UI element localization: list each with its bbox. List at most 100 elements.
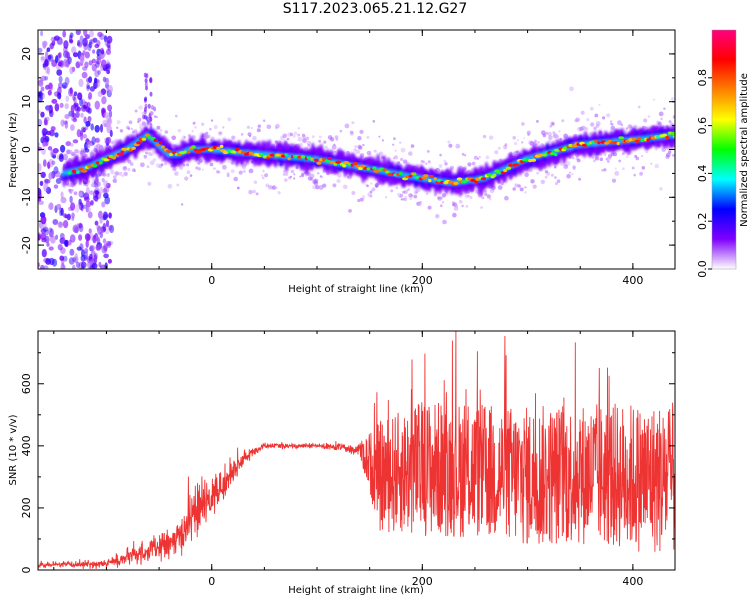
spectrum-halo-cell: [150, 153, 154, 157]
spectrum-halo-cell: [114, 171, 120, 176]
spectrum-noise-cell: [106, 124, 112, 134]
spectrum-halo-cell: [403, 190, 408, 194]
spectrum-noise-cell: [95, 244, 101, 251]
spectrum-noise-cell: [89, 253, 93, 260]
spectrum-noise-cell: [72, 117, 78, 123]
spectrum-halo-cell: [133, 129, 138, 134]
spectrum-halo-cell: [290, 169, 295, 174]
spectrum-halo-cell: [464, 154, 467, 157]
spectrum-halo-cell: [362, 143, 365, 147]
spectrum-peak-cell: [634, 139, 640, 143]
spectrum-peak-cell: [440, 180, 445, 185]
spectrum-noise-cell: [74, 204, 80, 213]
spectrum-noise-cell: [64, 239, 68, 247]
y-tick-label: 0: [20, 567, 33, 574]
spectrum-halo-cell: [576, 158, 581, 163]
spectrum-peak-cell: [423, 174, 429, 178]
spectrum-halo-cell: [390, 189, 394, 193]
spectrum-noise-cell: [38, 109, 41, 114]
spectrum-noise-cell: [52, 219, 59, 225]
spectrum-noise-cell: [95, 61, 100, 68]
spectrum-halo-cell: [641, 166, 646, 170]
spectrum-noise-cell: [90, 200, 94, 206]
spectrum-noise-cell: [100, 123, 103, 133]
spectrum-halo-cell: [140, 162, 145, 168]
spectrum-halo-cell: [529, 168, 533, 172]
spectrum-halo-cell: [189, 174, 193, 177]
spectrum-noise-cell: [102, 222, 107, 232]
spectrum-peak-cell: [92, 164, 97, 168]
spectrum-halo-cell: [515, 150, 519, 153]
spectrum-noise-cell: [40, 171, 46, 179]
spectrum-halo-cell: [127, 127, 131, 131]
spectrum-noise-cell: [76, 92, 82, 100]
spectrum-noise-cell: [82, 37, 88, 47]
spectrum-halo-cell: [481, 196, 485, 200]
spectrum-halo-cell: [524, 186, 527, 189]
spectrum-noise-cell: [85, 106, 91, 113]
spectrum-halo-cell: [186, 163, 190, 167]
spectrum-halo-cell: [366, 184, 369, 188]
spectrum-halo-cell: [284, 178, 288, 182]
spectrum-halo-cell: [359, 129, 364, 134]
spectrum-halo-cell: [542, 133, 547, 138]
spectrum-halo-cell: [458, 199, 463, 204]
spectrum-halo-cell: [381, 139, 384, 142]
spectrum-noise-cell: [80, 265, 85, 269]
spectrum-halo-cell: [262, 119, 266, 123]
spectrum-halo-cell: [329, 137, 335, 142]
spectrum-noise-cell: [107, 117, 113, 126]
spectrum-noise-cell: [71, 264, 76, 269]
spectrum-halo-cell: [659, 187, 663, 191]
spectrum-halo-cell: [147, 181, 152, 186]
spectrum-noise-cell: [40, 86, 45, 92]
spectrum-noise-cell: [65, 141, 72, 147]
spectrum-noise-cell: [64, 103, 69, 110]
spectrum-halo-cell: [237, 186, 240, 190]
spectrum-noise-cell: [94, 125, 100, 133]
spectrum-halo-cell: [427, 205, 432, 210]
spectrum-noise-cell: [87, 116, 92, 123]
spectrum-halo-cell: [643, 118, 648, 123]
spectrum-noise-cell: [68, 87, 74, 97]
spectrum-halo-cell: [514, 141, 518, 146]
spectrum-noise-cell: [45, 106, 51, 112]
x-tick-label: 0: [208, 575, 215, 588]
spectrum-noise-cell: [78, 234, 83, 241]
spectrum-noise-cell: [40, 215, 47, 225]
spectrum-halo-cell: [485, 155, 490, 160]
spectrum-halo-cell: [599, 153, 603, 156]
spectrum-halo-cell: [606, 113, 611, 118]
spectrum-halo-cell: [488, 197, 492, 201]
spectrum-halo-cell: [620, 123, 624, 127]
spectrum-halo-cell: [555, 182, 558, 186]
spectrum-halo-cell: [98, 146, 103, 152]
spectrum-noise-cell: [70, 202, 76, 211]
spectrum-halo-cell: [631, 166, 635, 170]
spectrum-noise-cell: [70, 112, 74, 121]
spectrum-noise-cell: [101, 201, 106, 208]
spectrum-halo-cell: [149, 111, 154, 116]
spectrum-halo-cell: [653, 98, 655, 101]
spectrum-peak-cell: [637, 136, 641, 140]
spectrum-halo-cell: [80, 147, 84, 151]
spectrum-noise-cell: [53, 166, 59, 175]
spectrum-halo-cell: [172, 166, 177, 172]
spectrum-halo-cell: [670, 97, 675, 101]
spectrum-halo-cell: [399, 193, 404, 198]
spectrum-halo-cell: [252, 189, 256, 194]
y-axis-label: Frequency (Hz): [8, 112, 19, 188]
spectrum-halo-cell: [197, 167, 201, 171]
spectrum-halo-cell: [544, 175, 548, 179]
spectrum-halo-cell: [305, 136, 310, 141]
spectrum-noise-cell: [106, 40, 111, 49]
spectrum-halo-cell: [127, 167, 131, 172]
spectrum-noise-cell: [105, 182, 111, 189]
spectrum-noise-cell: [69, 248, 75, 256]
spectrum-noise-cell: [147, 103, 151, 109]
spectrum-halo-cell: [607, 156, 612, 161]
spectrum-halo-cell: [182, 163, 186, 167]
spectrum-halo-cell: [494, 150, 499, 155]
spectrum-halo-cell: [549, 125, 552, 128]
spectrum-halo-cell: [453, 206, 459, 211]
